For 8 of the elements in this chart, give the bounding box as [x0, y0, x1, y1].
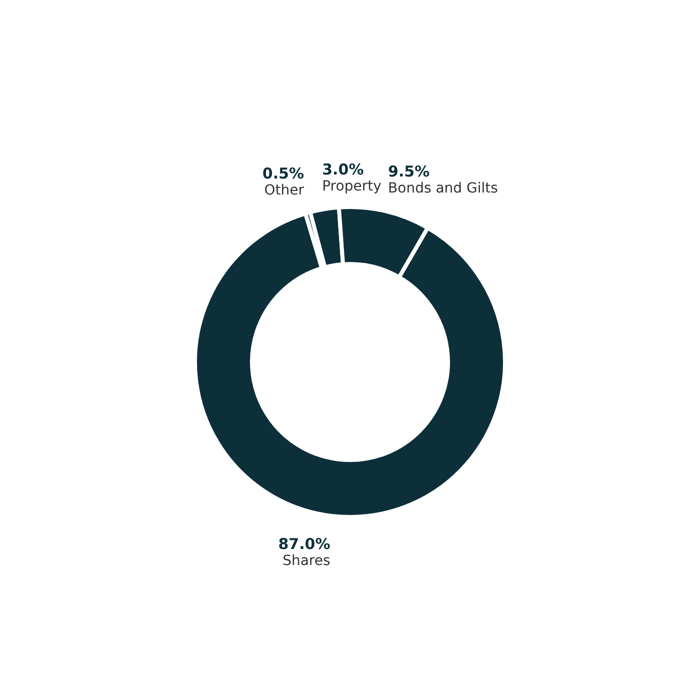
data-label: 87.0% — [278, 534, 330, 553]
slice-label: Shares — [282, 552, 330, 569]
data-label: 9.5% — [388, 162, 430, 180]
data-label: 0.5% — [262, 164, 304, 182]
slice-label: Property — [322, 178, 382, 194]
slice-label: Bonds and Gilts — [388, 180, 498, 196]
slice-label: Other — [264, 182, 304, 198]
data-label: 3.0% — [322, 160, 364, 178]
